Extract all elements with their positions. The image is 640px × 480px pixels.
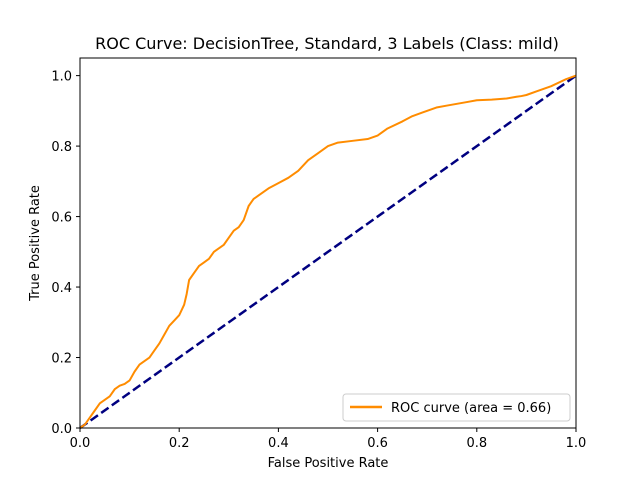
roc-curve-line (79, 74, 577, 429)
x-tick-label: 0.0 (70, 436, 91, 451)
y-tick-label: 0.4 (51, 281, 72, 296)
x-tick-label: 0.8 (466, 436, 487, 451)
plot-area (79, 57, 577, 430)
y-axis-label: True Positive Rate (28, 185, 43, 302)
legend-label-roc-curve: ROC curve (area = 0.66) (391, 401, 551, 416)
plot-frame (79, 57, 577, 429)
x-tick-label: 1.0 (566, 436, 587, 451)
x-tick-label: 0.6 (367, 436, 388, 451)
legend: ROC curve (area = 0.66) (342, 393, 571, 422)
chart-title: ROC Curve: DecisionTree, Standard, 3 Lab… (95, 34, 559, 53)
y-tick-label: 0.2 (51, 352, 72, 367)
x-tick-label: 0.2 (169, 436, 190, 451)
y-axis-ticks: 0.0 0.2 0.4 0.6 0.8 1.0 (51, 70, 80, 437)
x-tick-label: 0.4 (268, 436, 289, 451)
legend-box (342, 393, 571, 422)
y-tick-label: 0.0 (51, 422, 72, 437)
plot-background (80, 58, 576, 428)
y-tick-label: 0.8 (51, 140, 72, 155)
x-axis-ticks: 0.0 0.2 0.4 0.6 0.8 1.0 (70, 428, 587, 451)
y-tick-label: 1.0 (51, 70, 72, 85)
series-layer (79, 74, 577, 430)
y-tick-label: 0.6 (51, 211, 72, 226)
chance-diagonal-line (79, 74, 577, 430)
x-axis-label: False Positive Rate (268, 456, 389, 471)
